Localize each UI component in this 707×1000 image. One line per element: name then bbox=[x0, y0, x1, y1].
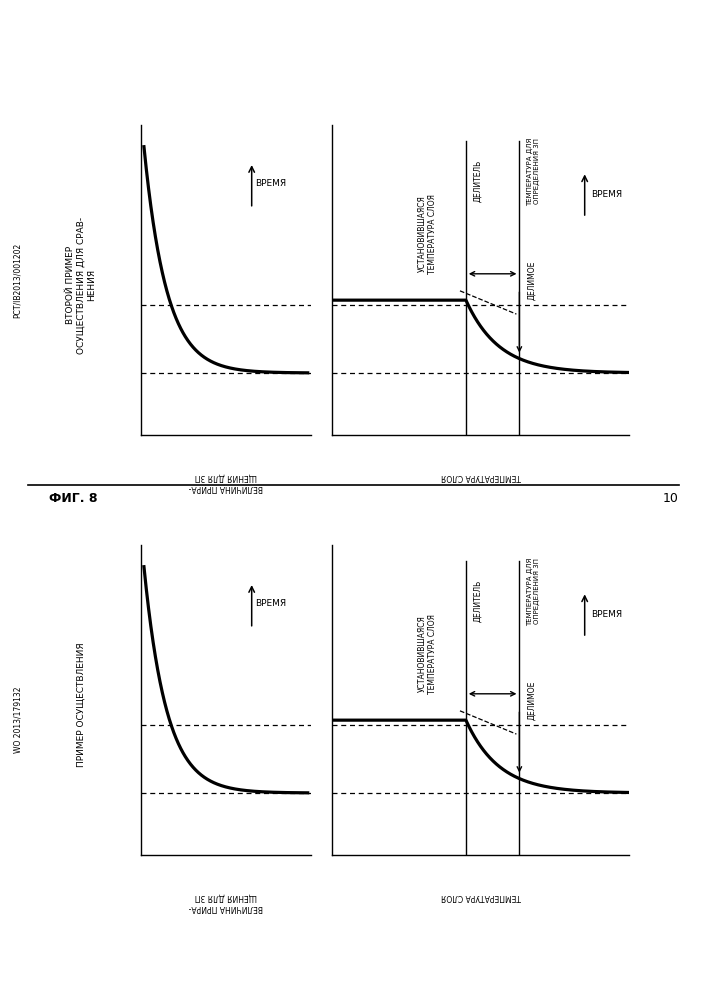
Text: ВРЕМЯ: ВРЕМЯ bbox=[590, 190, 621, 199]
Text: ТЕМПЕРАТУРА ДЛЯ
ОПРЕДЕЛЕНИЯ 3П: ТЕМПЕРАТУРА ДЛЯ ОПРЕДЕЛЕНИЯ 3П bbox=[527, 557, 540, 626]
Text: ВЕЛИЧИНА ПРИРА-
ЩЕНИЯ ДЛЯ 3П: ВЕЛИЧИНА ПРИРА- ЩЕНИЯ ДЛЯ 3П bbox=[189, 472, 264, 492]
Text: ПРИМЕР ОСУЩЕСТВЛЕНИЯ: ПРИМЕР ОСУЩЕСТВЛЕНИЯ bbox=[77, 643, 86, 767]
Text: ДЕЛИТЕЛЬ: ДЕЛИТЕЛЬ bbox=[474, 580, 482, 622]
Text: ВРЕМЯ: ВРЕМЯ bbox=[255, 179, 286, 188]
Text: ФИГ. 8: ФИГ. 8 bbox=[49, 492, 98, 505]
Text: УСТАНОВИВШАЯСЯ
ТЕМПЕРАТУРА СЛОЯ: УСТАНОВИВШАЯСЯ ТЕМПЕРАТУРА СЛОЯ bbox=[418, 613, 437, 694]
Text: ТЕМПЕРАТУРА СЛОЯ: ТЕМПЕРАТУРА СЛОЯ bbox=[440, 472, 521, 481]
Text: ТЕМПЕРАТУРА ДЛЯ
ОПРЕДЕЛЕНИЯ 3П: ТЕМПЕРАТУРА ДЛЯ ОПРЕДЕЛЕНИЯ 3П bbox=[527, 137, 540, 206]
Text: ВРЕМЯ: ВРЕМЯ bbox=[255, 599, 286, 608]
Text: PCT/IB2013/001202: PCT/IB2013/001202 bbox=[13, 242, 22, 318]
Text: ВЕЛИЧИНА ПРИРА-
ЩЕНИЯ ДЛЯ 3П: ВЕЛИЧИНА ПРИРА- ЩЕНИЯ ДЛЯ 3П bbox=[189, 892, 264, 912]
Text: ДЕЛИТЕЛЬ: ДЕЛИТЕЛЬ bbox=[474, 160, 482, 202]
Text: УСТАНОВИВШАЯСЯ
ТЕМПЕРАТУРА СЛОЯ: УСТАНОВИВШАЯСЯ ТЕМПЕРАТУРА СЛОЯ bbox=[418, 194, 437, 273]
Text: ВРЕМЯ: ВРЕМЯ bbox=[590, 610, 621, 619]
Text: ДЕЛИМОЕ: ДЕЛИМОЕ bbox=[527, 680, 536, 720]
Text: ТЕМПЕРАТУРА СЛОЯ: ТЕМПЕРАТУРА СЛОЯ bbox=[440, 892, 521, 901]
Text: ДЕЛИМОЕ: ДЕЛИМОЕ bbox=[527, 260, 536, 300]
Text: 10: 10 bbox=[663, 492, 679, 505]
Text: ВТОРОЙ ПРИМЕР
ОСУЩЕСТВЛЕНИЯ ДЛЯ СРАВ-
НЕНИЯ: ВТОРОЙ ПРИМЕР ОСУЩЕСТВЛЕНИЯ ДЛЯ СРАВ- НЕ… bbox=[66, 216, 96, 354]
Text: WO 2013/179132: WO 2013/179132 bbox=[13, 687, 22, 753]
